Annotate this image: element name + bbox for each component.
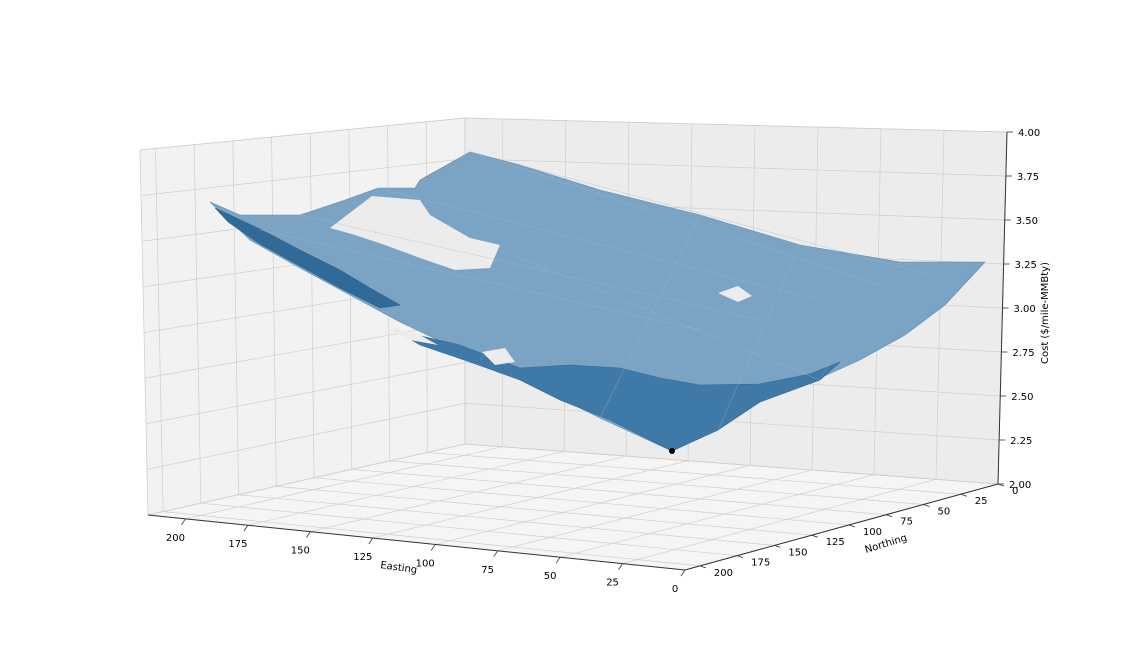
y-tick-mark <box>960 493 967 497</box>
floor-grid-line <box>351 469 887 516</box>
x-tick-label: 125 <box>353 552 372 563</box>
back-wall-grid-line <box>464 158 1006 177</box>
y-tick-mark <box>848 524 856 528</box>
x-tick-mark <box>680 569 686 577</box>
y-tick-mark <box>811 534 818 538</box>
y-tick-label: 175 <box>751 558 770 569</box>
minimum-point-marker <box>669 448 675 454</box>
x-tick-label: 200 <box>166 533 185 544</box>
surface-hole-3 <box>385 328 438 345</box>
floor-grid-line <box>238 494 775 546</box>
z-axis-label: Cost ($/mile-MMBty) <box>1040 262 1051 364</box>
back-wall-grid-line <box>464 402 1000 441</box>
y-tick-label: 200 <box>714 568 733 579</box>
x-tick-mark <box>493 550 499 558</box>
x-tick-mark <box>555 556 561 564</box>
left-wall-grid-line <box>140 158 466 196</box>
left-wall-grid-line <box>139 117 466 151</box>
y-tick-mark <box>699 565 707 569</box>
y-tick-label: 100 <box>863 527 882 538</box>
y-tick-label: 50 <box>937 506 950 517</box>
z-tick-label: 3.00 <box>1014 304 1036 315</box>
left-wall-grid-line <box>146 402 466 470</box>
surface-hole-2 <box>718 286 752 302</box>
y-tick-labels: 0 25 50 75 100 125 150 175 200 <box>714 486 1018 579</box>
y-tick-label: 25 <box>975 496 988 507</box>
y-tick-mark <box>886 514 893 518</box>
back-wall-grid-line <box>464 117 1008 133</box>
axes <box>147 131 1013 577</box>
y-tick-label: 0 <box>1012 486 1018 497</box>
z-tick-label: 3.25 <box>1015 260 1037 271</box>
x-tick-mark <box>306 531 311 538</box>
z-tick-label: 2.50 <box>1011 392 1033 403</box>
x-tick-label: 175 <box>228 539 247 550</box>
x-tick-label: 50 <box>544 571 557 582</box>
x-axis-label: Easting <box>380 560 418 576</box>
y-tick-label: 75 <box>900 517 913 528</box>
y-tick-label: 150 <box>788 547 807 558</box>
z-tick-labels: 2.00 2.25 2.50 2.75 3.00 3.25 3.50 3.75 … <box>1009 128 1040 491</box>
x-axis-line <box>147 514 686 571</box>
surface-lower-sheet <box>394 329 841 452</box>
z-tick-label: 3.75 <box>1017 172 1039 183</box>
x-tick-label: 25 <box>606 578 619 589</box>
left-wall-grid-line <box>147 443 466 516</box>
back-wall-grid-line <box>464 443 999 485</box>
left-wall-grid-line <box>144 321 466 379</box>
y-tick-mark <box>774 545 781 548</box>
floor-grid-line <box>200 502 738 557</box>
y-tick-label: 125 <box>826 537 845 548</box>
z-tick-label: 3.50 <box>1016 216 1038 227</box>
z-tick-label: 2.25 <box>1010 436 1032 447</box>
surface-left-fold <box>214 207 401 309</box>
x-tick-mark <box>430 544 436 551</box>
floor-grid-line <box>389 460 924 505</box>
floor-grid-line <box>163 511 700 567</box>
left-wall-grid-line <box>145 362 466 425</box>
floor-grid-line <box>314 477 849 526</box>
z-tick-label: 2.00 <box>1009 480 1031 491</box>
surface-hole-4 <box>482 348 515 365</box>
floor-grid-line <box>427 452 961 495</box>
z-tick-label: 2.75 <box>1012 348 1034 359</box>
surface-hole-1 <box>330 196 500 270</box>
y-tick-mark <box>923 504 930 507</box>
x-tick-mark <box>181 518 186 526</box>
z-tick-label: 4.00 <box>1018 128 1040 139</box>
floor-grid-line <box>276 485 812 536</box>
surface-mesh <box>259 151 931 431</box>
x-tick-label: 75 <box>481 565 494 576</box>
x-tick-mark <box>618 563 623 570</box>
x-tick-label: 100 <box>416 558 435 569</box>
x-tick-label: 0 <box>672 584 678 595</box>
cost-surface <box>209 151 986 454</box>
x-tick-mark <box>368 537 374 545</box>
x-tick-label: 150 <box>291 546 310 557</box>
y-tick-mark <box>737 555 744 559</box>
x-tick-labels: 200 175 150 125 100 75 50 25 0 <box>166 533 678 595</box>
x-tick-mark <box>243 525 249 532</box>
